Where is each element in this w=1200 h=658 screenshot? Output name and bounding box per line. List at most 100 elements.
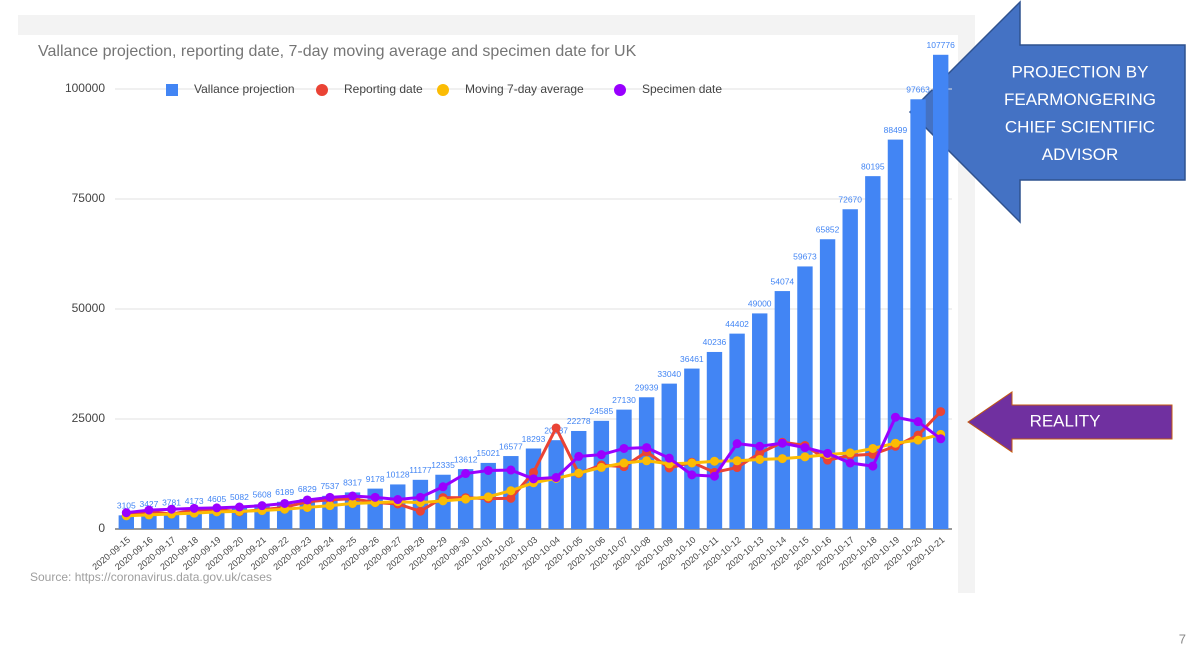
bar-value-label: 49000 bbox=[748, 299, 772, 309]
bar bbox=[797, 266, 813, 529]
line-point bbox=[642, 443, 652, 453]
line-point bbox=[415, 506, 425, 516]
line-point bbox=[506, 465, 516, 475]
line-point bbox=[144, 505, 154, 515]
line-point bbox=[167, 504, 177, 514]
line-point bbox=[890, 438, 900, 448]
bar-value-label: 5082 bbox=[230, 492, 249, 502]
bar bbox=[593, 420, 610, 529]
line-point bbox=[777, 454, 787, 464]
line-point bbox=[913, 417, 923, 427]
bar-value-label: 3427 bbox=[139, 499, 158, 509]
line-point bbox=[461, 469, 471, 479]
line-point bbox=[913, 435, 923, 445]
bar bbox=[842, 209, 858, 529]
line-point bbox=[890, 412, 900, 422]
y-tick-label: 50000 bbox=[72, 301, 106, 315]
line-point bbox=[280, 498, 290, 508]
bar-value-label: 54074 bbox=[771, 276, 795, 286]
line-point bbox=[823, 448, 833, 458]
annotation-text: FEARMONGERING bbox=[1004, 90, 1156, 109]
annotation-text: PROJECTION BY bbox=[1012, 62, 1149, 81]
line-point bbox=[393, 495, 403, 505]
line-point bbox=[529, 474, 538, 484]
bar-value-label: 88499 bbox=[884, 125, 908, 135]
legend-swatch bbox=[166, 84, 178, 96]
line-point bbox=[642, 456, 652, 466]
line-point bbox=[302, 495, 312, 505]
source: Source: https://coronavirus.data.gov.uk/… bbox=[30, 570, 272, 584]
line-point bbox=[302, 502, 312, 512]
bar bbox=[819, 239, 836, 529]
bar-value-label: 40236 bbox=[703, 337, 727, 347]
line-point bbox=[121, 508, 131, 518]
annotation-text: REALITY bbox=[1030, 411, 1101, 430]
annotation-text: CHIEF SCIENTIFIC bbox=[1005, 117, 1155, 136]
bar-value-label: 5608 bbox=[253, 490, 272, 500]
legend-swatch bbox=[316, 84, 328, 96]
legend-label: Vallance projection bbox=[194, 82, 295, 96]
line-point bbox=[483, 492, 493, 502]
bar bbox=[887, 139, 904, 529]
bar bbox=[774, 291, 791, 529]
line-point bbox=[732, 463, 742, 473]
bar-value-label: 6829 bbox=[298, 484, 317, 494]
bar-value-label: 15021 bbox=[476, 448, 500, 458]
bar bbox=[163, 512, 180, 529]
line-point bbox=[234, 502, 244, 512]
reality-arrow bbox=[967, 391, 1173, 453]
line-point bbox=[800, 452, 810, 462]
line-point bbox=[506, 493, 516, 503]
annotation-text: ADVISOR bbox=[1042, 145, 1119, 164]
line-point bbox=[438, 496, 448, 506]
line-point bbox=[732, 456, 742, 466]
chart-title: Vallance projection, reporting date, 7-d… bbox=[38, 43, 637, 60]
bar-value-label: 12335 bbox=[431, 460, 455, 470]
bar-value-label: 10128 bbox=[386, 470, 410, 480]
line-point bbox=[868, 443, 878, 453]
line-point bbox=[529, 467, 538, 477]
bar-value-label: 80195 bbox=[861, 161, 885, 171]
bar-value-label: 16577 bbox=[499, 441, 523, 451]
legend-label: Moving 7-day average bbox=[465, 82, 584, 96]
line-point bbox=[800, 443, 810, 453]
bar bbox=[141, 513, 157, 529]
bar-value-label: 65852 bbox=[816, 225, 840, 235]
y-tick-label: 25000 bbox=[72, 411, 106, 425]
y-tick-label: 75000 bbox=[72, 191, 106, 205]
line-point bbox=[551, 473, 561, 483]
bar-value-label: 24585 bbox=[590, 406, 614, 416]
line-point bbox=[415, 492, 425, 502]
bar bbox=[910, 99, 926, 529]
line-point bbox=[709, 456, 719, 466]
legend-label: Specimen date bbox=[642, 82, 722, 96]
bar bbox=[932, 54, 949, 530]
bar bbox=[729, 333, 745, 529]
bar-value-label: 22278 bbox=[567, 416, 591, 426]
bar-value-label: 4605 bbox=[207, 494, 226, 504]
line-point bbox=[868, 461, 878, 471]
bar-value-label: 97663 bbox=[906, 85, 930, 95]
bar-value-label: 6189 bbox=[275, 487, 294, 497]
line-point bbox=[936, 434, 946, 444]
bar-value-label: 59673 bbox=[793, 252, 817, 262]
line-point bbox=[687, 458, 697, 468]
bar-value-label: 27130 bbox=[612, 395, 636, 405]
bar bbox=[684, 368, 700, 529]
line-point bbox=[755, 448, 765, 458]
line-point bbox=[325, 501, 335, 511]
line-point bbox=[212, 503, 222, 513]
line-point bbox=[506, 486, 516, 496]
bar-value-label: 29939 bbox=[635, 383, 659, 393]
bar-value-label: 11177 bbox=[409, 465, 432, 475]
y-tick-label: 100000 bbox=[65, 81, 105, 95]
bar bbox=[548, 440, 564, 529]
bar bbox=[118, 515, 135, 529]
bar bbox=[706, 351, 723, 529]
line-point bbox=[845, 458, 855, 468]
line-point bbox=[551, 423, 561, 433]
bar-value-label: 9178 bbox=[366, 474, 385, 484]
line-point bbox=[845, 448, 855, 458]
line-point bbox=[370, 492, 380, 502]
bar-value-label: 7537 bbox=[320, 481, 339, 491]
